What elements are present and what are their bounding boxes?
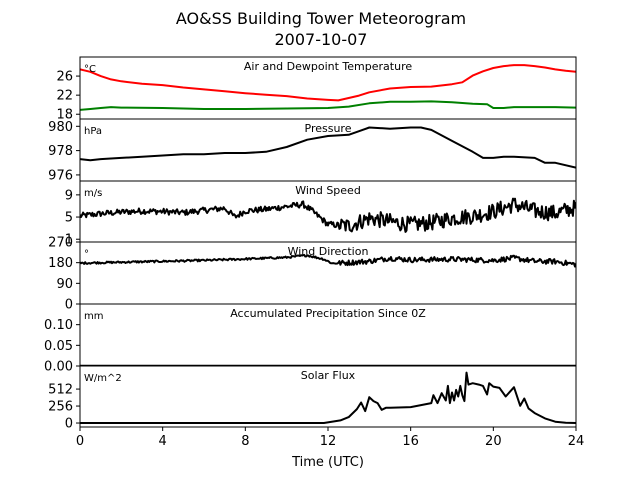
y-tick-label: 1: [65, 233, 73, 248]
panel-unit: hPa: [84, 126, 102, 137]
panel-title: Wind Direction: [288, 245, 369, 258]
x-tick-label: 4: [159, 434, 167, 449]
series-line-1: [80, 64, 576, 102]
panel-3: 1 5 9 m/s Wind Speed: [65, 180, 577, 248]
y-tick-label: 978: [48, 144, 73, 159]
y-tick-label: 256: [48, 400, 73, 415]
panel-series: [80, 197, 576, 233]
panel-title: Solar Flux: [301, 369, 356, 382]
y-tick-label: 270: [48, 236, 73, 251]
x-tick-label: 0: [76, 434, 84, 449]
y-tick-label: 0: [65, 298, 73, 313]
panel-title: Pressure: [305, 122, 352, 135]
y-tick-label: 980: [48, 120, 73, 135]
panel-series: [80, 64, 576, 111]
x-tick-label: 20: [485, 434, 502, 449]
panel-2: 976 978 980 hPa Pressure: [48, 118, 577, 183]
y-tick-label: 0.05: [44, 339, 73, 354]
panel-unit: °: [84, 249, 89, 260]
panel-unit: °C: [84, 64, 96, 75]
y-tick-label: 22: [56, 89, 73, 104]
y-tick-label: 976: [48, 168, 73, 183]
series-line-1: [80, 197, 576, 233]
chart-title: AO&SS Building Tower Meteorogram: [176, 9, 466, 28]
series-line-2: [80, 100, 576, 111]
panel-title: Accumulated Precipitation Since 0Z: [230, 307, 426, 320]
panel-unit: mm: [84, 311, 103, 322]
y-tick-label: 26: [56, 70, 73, 85]
y-tick-label: 512: [48, 383, 73, 398]
panel-4: 0 90 180 270 ° Wind Direction: [48, 236, 577, 313]
x-tick-label: 24: [568, 434, 585, 449]
x-tick-label: 12: [320, 434, 337, 449]
y-tick-label: 180: [48, 256, 73, 271]
x-axis-label: Time (UTC): [291, 455, 364, 470]
y-tick-label: 0.00: [44, 360, 73, 375]
series-line-1: [80, 253, 576, 268]
y-tick-label: 0: [65, 417, 73, 432]
panel-unit: W/m^2: [84, 373, 122, 384]
y-tick-label: 18: [56, 108, 73, 123]
series-line-1: [80, 371, 576, 424]
panel-unit: m/s: [84, 188, 102, 199]
x-tick-label: 8: [241, 434, 249, 449]
panel-1: 18 22 26 °C Air and Dewpoint Temperature: [56, 56, 577, 123]
panel-5: 0.00 0.05 0.10 mm Accumulated Precipitation …: [44, 303, 577, 375]
y-tick-label: 5: [65, 211, 73, 226]
y-tick-label: 0.10: [44, 318, 73, 333]
y-tick-label: 9: [65, 188, 73, 203]
panel-series: [80, 126, 576, 169]
panel-title: Wind Speed: [295, 184, 361, 197]
panel-6: 0 256 512 W/m^2 Solar Flux: [48, 365, 577, 432]
x-tick-label: 16: [402, 434, 419, 449]
y-tick-label: 90: [56, 277, 73, 292]
panel-title: Air and Dewpoint Temperature: [244, 60, 412, 73]
panel-series: [80, 371, 576, 424]
series-line-1: [80, 126, 576, 169]
panel-series: [80, 253, 576, 268]
x-axis: 0 4 8 12 16 20 24: [76, 427, 584, 449]
chart-subtitle: 2007-10-07: [275, 30, 368, 49]
